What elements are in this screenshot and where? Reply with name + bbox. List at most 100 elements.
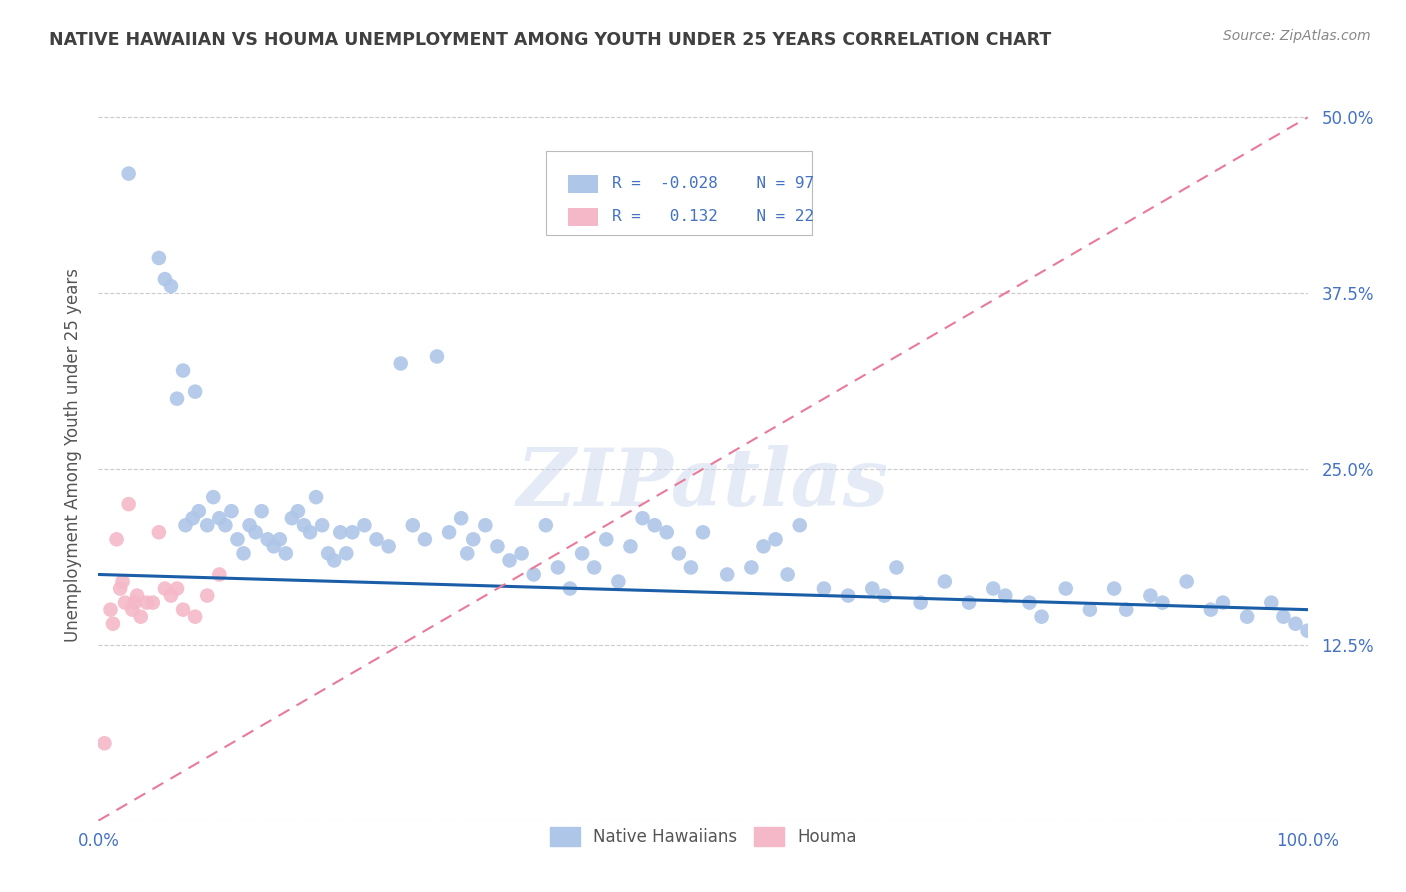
Text: Source: ZipAtlas.com: Source: ZipAtlas.com (1223, 29, 1371, 43)
Point (172, 363, 194, 377)
Point (195, 589, 218, 603)
Point (776, 567, 799, 582)
Point (239, 518, 262, 533)
Point (463, 533, 485, 547)
Point (981, 582, 1004, 596)
Point (1078, 602, 1101, 616)
Point (263, 539, 285, 553)
Point (910, 596, 932, 610)
Text: ZIPatlas: ZIPatlas (517, 445, 889, 523)
Point (1102, 582, 1125, 596)
Point (153, 272, 176, 286)
Point (837, 589, 859, 603)
Point (174, 518, 197, 533)
Point (1139, 589, 1161, 603)
Point (135, 596, 157, 610)
Point (860, 582, 883, 596)
Point (226, 533, 249, 547)
Point (740, 560, 762, 574)
Point (1152, 596, 1174, 610)
Point (121, 602, 143, 616)
Point (105, 533, 128, 547)
Point (245, 525, 267, 540)
Point (1054, 582, 1077, 596)
Point (127, 589, 149, 603)
Point (450, 511, 472, 525)
Point (456, 546, 478, 560)
Point (184, 384, 207, 399)
Point (114, 596, 136, 610)
Point (323, 553, 346, 567)
Point (124, 596, 146, 610)
Point (644, 518, 666, 533)
Point (1272, 609, 1295, 624)
Point (716, 567, 738, 582)
Point (129, 609, 152, 624)
Bar (568, 175, 598, 193)
Point (1018, 596, 1040, 610)
Point (148, 525, 170, 540)
Point (692, 525, 714, 540)
Point (1031, 609, 1053, 624)
Bar (568, 208, 598, 227)
Point (413, 533, 436, 547)
Text: R =  -0.028    N = 97: R = -0.028 N = 97 (613, 177, 814, 192)
Point (208, 567, 231, 582)
Point (148, 251, 170, 265)
Point (160, 589, 183, 603)
Point (377, 539, 399, 553)
Point (607, 574, 630, 589)
Point (160, 279, 183, 293)
Point (534, 518, 557, 533)
Point (994, 589, 1017, 603)
Point (752, 539, 775, 553)
Point (631, 511, 654, 525)
Point (172, 602, 194, 616)
Point (1212, 596, 1234, 610)
Point (311, 518, 333, 533)
Y-axis label: Unemployment Among Youth under 25 years: Unemployment Among Youth under 25 years (63, 268, 82, 642)
Point (426, 350, 449, 364)
Point (208, 511, 231, 525)
Point (1175, 574, 1198, 589)
Point (166, 392, 188, 406)
Point (299, 525, 322, 540)
Point (1260, 596, 1282, 610)
Point (250, 504, 273, 518)
Point (108, 582, 131, 596)
Point (202, 490, 225, 504)
Point (957, 596, 980, 610)
Point (523, 567, 546, 582)
Point (1284, 616, 1306, 631)
Point (274, 546, 297, 560)
Point (118, 167, 141, 181)
Point (187, 504, 209, 518)
Point (873, 589, 896, 603)
FancyBboxPatch shape (546, 152, 811, 235)
Point (335, 546, 357, 560)
Point (329, 525, 352, 540)
Point (486, 539, 509, 553)
Point (547, 560, 569, 574)
Point (111, 574, 134, 589)
Point (100, 602, 122, 616)
Point (510, 546, 533, 560)
Point (886, 560, 908, 574)
Point (269, 533, 291, 547)
Point (619, 539, 641, 553)
Point (287, 504, 309, 518)
Point (93, 736, 115, 750)
Point (305, 490, 328, 504)
Point (153, 582, 176, 596)
Point (437, 525, 460, 540)
Point (934, 574, 956, 589)
Point (679, 560, 702, 574)
Point (181, 511, 204, 525)
Point (195, 518, 218, 533)
Point (1236, 609, 1258, 624)
Point (353, 518, 375, 533)
Point (668, 546, 690, 560)
Point (813, 582, 835, 596)
Point (1199, 602, 1222, 616)
Point (558, 582, 581, 596)
